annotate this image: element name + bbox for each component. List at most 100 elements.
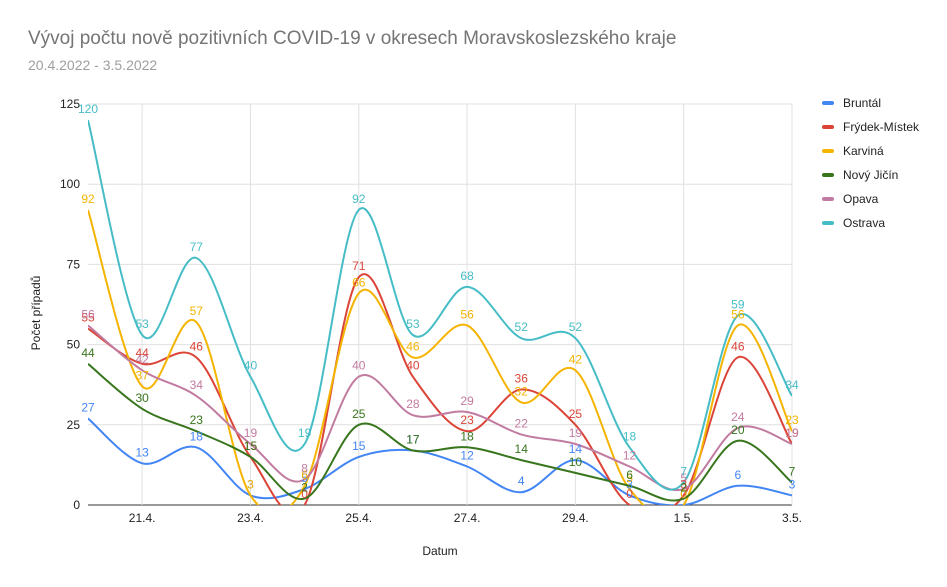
- legend-swatch: [822, 101, 834, 105]
- data-label: 2: [301, 481, 308, 495]
- data-label: 6: [735, 468, 742, 482]
- data-label: 23: [190, 413, 204, 427]
- chart-title: Vývoj počtu nově pozitivních COVID-19 v …: [28, 28, 677, 49]
- data-label: 15: [352, 439, 366, 453]
- data-label: 3: [247, 477, 254, 491]
- data-label: 3: [789, 477, 796, 491]
- series-line: [88, 363, 792, 502]
- legend-swatch: [822, 197, 834, 201]
- data-label: 20: [731, 423, 745, 437]
- data-label: 71: [352, 259, 366, 273]
- legend-swatch: [822, 221, 834, 225]
- x-tick-label: 3.5.: [782, 511, 802, 525]
- y-tick-label: 50: [67, 338, 81, 352]
- data-label: 19: [569, 426, 583, 440]
- data-label: 27: [81, 400, 95, 414]
- y-tick-label: 0: [73, 498, 80, 512]
- data-label: 92: [81, 192, 95, 206]
- y-tick-label: 125: [60, 97, 80, 111]
- data-label: 15: [244, 439, 258, 453]
- data-label: 23: [460, 413, 474, 427]
- data-label: 40: [406, 359, 420, 373]
- data-label: 10: [569, 455, 583, 469]
- x-tick-label: 23.4.: [237, 511, 264, 525]
- data-label: 53: [406, 317, 420, 331]
- data-label: 77: [190, 240, 204, 254]
- data-label: 46: [731, 339, 745, 353]
- data-label: 59: [731, 298, 745, 312]
- data-label: 3: [680, 477, 687, 491]
- data-label: 0: [626, 487, 633, 501]
- y-tick-label: 25: [67, 418, 81, 432]
- data-label: 55: [81, 311, 95, 325]
- data-label: 13: [135, 445, 149, 459]
- data-label: 18: [460, 429, 474, 443]
- x-tick-label: 29.4.: [562, 511, 589, 525]
- data-label: 36: [515, 372, 529, 386]
- data-label: 24: [731, 410, 745, 424]
- legend-swatch: [822, 149, 834, 153]
- data-label: 40: [352, 359, 366, 373]
- legend-label: Opava: [843, 192, 879, 206]
- data-label: 22: [515, 416, 529, 430]
- data-label: 46: [190, 339, 204, 353]
- data-label: 14: [569, 442, 583, 456]
- series-line: [88, 324, 792, 492]
- y-axis-title: Počet případů: [29, 276, 43, 351]
- legend-label: Bruntál: [843, 96, 881, 110]
- data-label: 19: [298, 426, 312, 440]
- data-label: 4: [518, 474, 525, 488]
- legend-label: Frýdek-Místek: [843, 120, 920, 134]
- data-label: 3: [626, 477, 633, 491]
- data-label: 56: [460, 307, 474, 321]
- legend-label: Karviná: [843, 144, 884, 158]
- legend-swatch: [822, 125, 834, 129]
- data-label: 56: [81, 307, 95, 321]
- data-label: 52: [569, 320, 583, 334]
- chart-subtitle: 20.4.2022 - 3.5.2022: [28, 57, 158, 73]
- data-label: 17: [406, 432, 420, 446]
- data-label: 12: [460, 449, 474, 463]
- data-label: 5: [301, 471, 308, 485]
- legend: Bruntál Frýdek-Místek Karviná Nový Jičín Opa…: [822, 96, 920, 230]
- data-label: 18: [190, 429, 204, 443]
- data-label: 44: [135, 346, 149, 360]
- data-label: 0: [301, 487, 308, 501]
- data-label: 2: [680, 481, 687, 495]
- data-label: 0: [680, 487, 687, 501]
- data-label: 40: [244, 359, 258, 373]
- data-label: 37: [135, 368, 149, 382]
- data-label: 46: [406, 339, 420, 353]
- data-label: 23: [785, 413, 799, 427]
- series-line: [88, 209, 792, 505]
- data-label: 18: [623, 429, 637, 443]
- data-label: 6: [301, 468, 308, 482]
- data-label: 25: [569, 407, 583, 421]
- data-label: 68: [460, 269, 474, 283]
- legend-label: Ostrava: [843, 216, 885, 230]
- data-label: 29: [460, 394, 474, 408]
- x-axis-title: Datum: [422, 544, 457, 558]
- data-label: 66: [352, 275, 366, 289]
- data-label: 12: [623, 449, 637, 463]
- data-label: 14: [515, 442, 529, 456]
- data-label: 5: [680, 471, 687, 485]
- series-line: [88, 119, 792, 491]
- data-label: 92: [352, 192, 366, 206]
- data-label: 7: [789, 465, 796, 479]
- data-label: 120: [78, 102, 98, 116]
- data-label: 5: [626, 471, 633, 485]
- data-label: 17: [406, 432, 420, 446]
- data-label: 52: [515, 320, 529, 334]
- data-label: 42: [135, 352, 149, 366]
- data-label: 32: [515, 384, 529, 398]
- data-label: 3: [247, 477, 254, 491]
- legend-label: Nový Jičín: [843, 168, 898, 182]
- x-tick-label: 25.4.: [345, 511, 372, 525]
- data-label: 57: [190, 304, 204, 318]
- gridlines: [88, 103, 793, 506]
